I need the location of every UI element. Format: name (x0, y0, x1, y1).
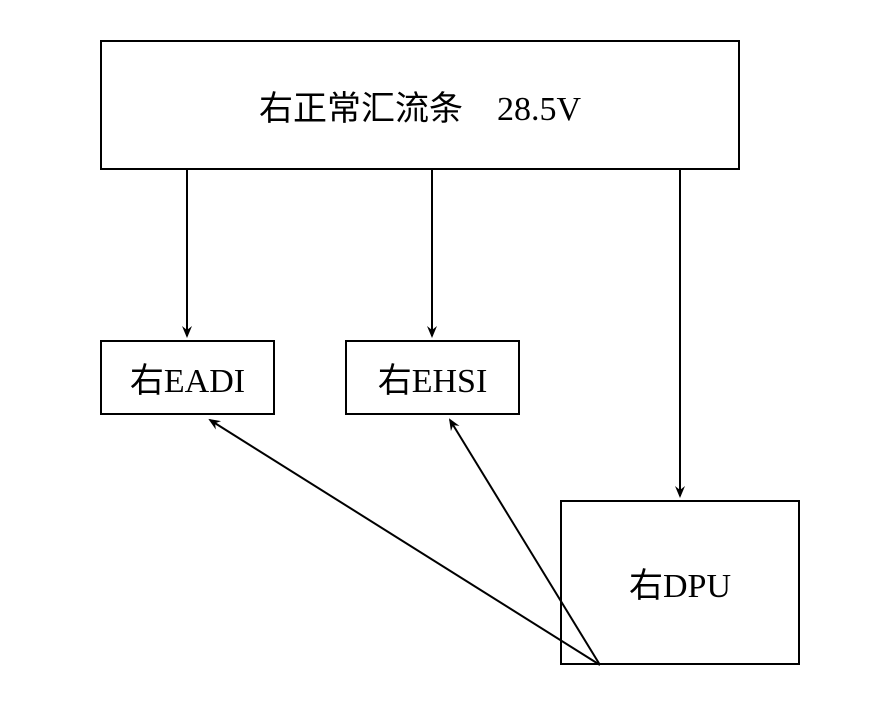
node-eadi: 右EADI (100, 340, 275, 415)
diagram-canvas: 右正常汇流条 28.5V 右EADI 右EHSI 右DPU (0, 0, 888, 712)
node-dpu: 右DPU (560, 500, 800, 665)
node-ehsi: 右EHSI (345, 340, 520, 415)
node-eadi-label: 右EADI (130, 353, 245, 402)
node-bus: 右正常汇流条 28.5V (100, 40, 740, 170)
edge-dpu-eadi (210, 420, 600, 665)
node-bus-label: 右正常汇流条 28.5V (259, 81, 581, 130)
node-dpu-label: 右DPU (629, 558, 731, 607)
node-ehsi-label: 右EHSI (378, 353, 488, 402)
